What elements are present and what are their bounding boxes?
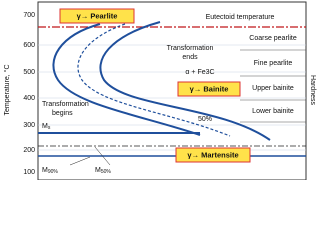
eutectoid-label: Eutectoid temperature xyxy=(206,14,275,21)
region-label: Lower bainite xyxy=(252,108,294,115)
martensite-box xyxy=(175,147,251,163)
m90-label: M90% xyxy=(42,167,58,175)
y-axis-label: Temperature, °C xyxy=(3,64,11,115)
y-tick-label: 400 xyxy=(23,95,35,102)
pointer xyxy=(69,156,91,166)
phases-label: α + Fe3C xyxy=(185,69,214,76)
ends-label: Transformation xyxy=(167,45,214,52)
pearlite-label: γ→ Pearlite xyxy=(77,11,118,20)
y-tick-label: 100 xyxy=(23,169,35,176)
ms-label: Ms xyxy=(42,123,51,131)
region-label: Coarse pearlite xyxy=(249,35,297,42)
begins-label: begins xyxy=(52,110,73,117)
ends-label: ends xyxy=(182,54,198,61)
end-curve xyxy=(99,21,271,141)
ttt-diagram: Temperature, °C 700 600 500 400 300 200 100 Ha… xyxy=(3,1,316,181)
y-tick-label: 600 xyxy=(23,42,35,49)
bainite-box xyxy=(177,81,241,97)
begins-label: Transformation xyxy=(42,101,89,108)
y-tick-label: 200 xyxy=(23,147,35,154)
bainite-label: γ→ Bainite xyxy=(190,84,229,93)
m50-label: M50% xyxy=(95,167,111,175)
region-separators xyxy=(240,49,306,123)
y-tick-label: 700 xyxy=(23,12,35,19)
y-tick-label: 500 xyxy=(23,69,35,76)
fifty-label: 50% xyxy=(198,116,212,123)
pearlite-box xyxy=(59,8,135,24)
plot-frame xyxy=(37,1,307,181)
y-ticks: 700 600 500 400 300 200 100 xyxy=(23,12,35,176)
pointer xyxy=(94,146,111,166)
fifty-curve xyxy=(77,23,231,137)
region-label: Upper bainite xyxy=(252,85,294,92)
right-axis-label: Hardness xyxy=(309,75,316,105)
y-tick-label: 300 xyxy=(23,122,35,129)
start-curve xyxy=(52,23,201,136)
martensite-label: γ→ Martensite xyxy=(187,150,238,159)
region-label: Fine pearlite xyxy=(254,60,293,67)
